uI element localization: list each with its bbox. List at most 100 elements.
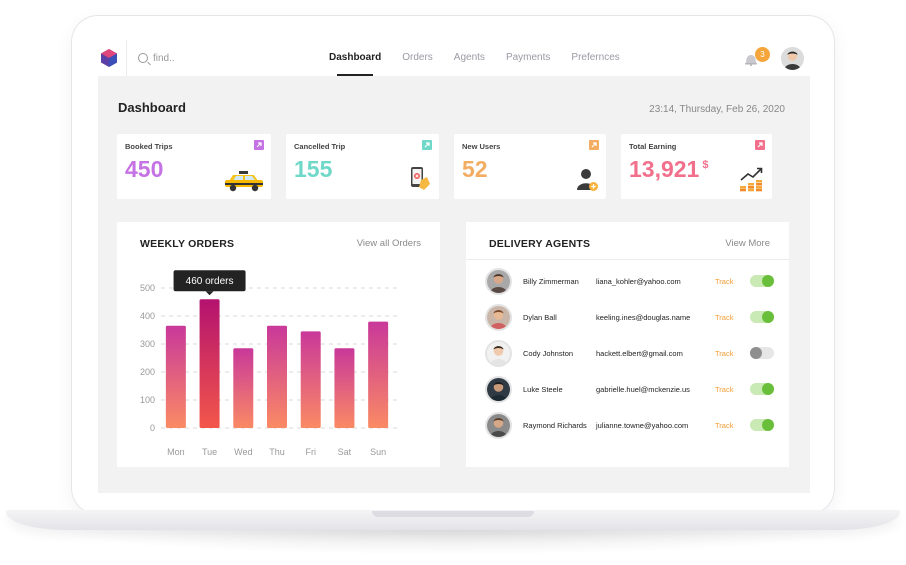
agent-row: Dylan Ball keeling.ines@douglas.name Tra…: [466, 300, 789, 336]
agent-row: Cody Johnston hackett.elbert@gmail.com T…: [466, 336, 789, 372]
x-tick-label: Sun: [370, 447, 386, 457]
tab-preferences[interactable]: Prefernces: [571, 52, 620, 63]
agent-status-toggle[interactable]: [750, 383, 774, 395]
bell-icon[interactable]: [744, 53, 758, 66]
tab-orders[interactable]: Orders: [402, 52, 433, 63]
agent-email: gabrielle.huel@mckenzie.us: [596, 385, 690, 394]
tab-agents[interactable]: Agents: [453, 52, 485, 63]
toggle-knob: [750, 347, 762, 359]
view-more-link[interactable]: View More: [725, 238, 770, 249]
expand-arrow-icon[interactable]: [254, 140, 264, 150]
stat-label: Total Earning: [629, 142, 677, 151]
stat-label: Booked Trips: [125, 142, 173, 151]
toggle-knob: [762, 275, 774, 287]
stat-value: 52: [462, 156, 488, 182]
agent-name: Raymond Richards: [523, 421, 587, 430]
agent-status-toggle[interactable]: [750, 275, 774, 287]
agent-email: hackett.elbert@gmail.com: [596, 349, 683, 358]
tab-payments[interactable]: Payments: [505, 52, 551, 63]
search-box: [138, 51, 233, 65]
agent-name: Cody Johnston: [523, 349, 574, 358]
nav-divider: [126, 40, 127, 76]
agent-email: liana_kohler@yahoo.com: [596, 277, 681, 286]
taxi-icon: [225, 171, 263, 192]
agent-email: julianne.towne@yahoo.com: [596, 421, 689, 430]
bar-fri[interactable]: [300, 331, 321, 428]
page-title: Dashboard: [118, 100, 186, 115]
weekly-orders-chart: 0 100 200 300 400 500 Mon Tue Wed Thu Fri Sat Sun 46…: [140, 270, 397, 457]
agent-avatar: [485, 376, 512, 403]
y-tick-label: 200: [140, 367, 155, 377]
expand-arrow-icon[interactable]: [755, 140, 765, 150]
tooltip-arrow: [205, 291, 214, 296]
stat-card-cancelled-trip[interactable]: Cancelled Trip 155: [286, 134, 439, 199]
user-avatar[interactable]: [781, 47, 804, 70]
track-link[interactable]: Track: [715, 421, 734, 430]
tooltip-text: 460 orders: [186, 276, 234, 287]
tab-dashboard[interactable]: Dashboard: [329, 40, 381, 76]
agent-avatar: [485, 340, 512, 367]
view-all-orders-link[interactable]: View all Orders: [356, 238, 421, 249]
y-tick-label: 400: [140, 311, 155, 321]
stat-label: New Users: [462, 142, 501, 151]
nav-tabs: Dashboard Orders Agents Payments Prefern…: [329, 40, 641, 76]
bar-wed[interactable]: [233, 348, 254, 428]
agent-email: keeling.ines@douglas.name: [596, 313, 691, 322]
agent-name: Billy Zimmerman: [523, 277, 579, 286]
expand-arrow-icon[interactable]: [589, 140, 599, 150]
expand-arrow-icon[interactable]: [422, 140, 432, 150]
divider: [466, 259, 789, 260]
stat-value: 450: [125, 156, 164, 182]
weekly-orders-title: WEEKLY ORDERS: [140, 238, 235, 250]
laptop-notch: [372, 511, 534, 517]
current-datetime: 23:14, Thursday, Feb 26, 2020: [649, 104, 785, 115]
bar-thu[interactable]: [267, 325, 287, 428]
cancelled-phone-icon: [411, 167, 430, 190]
y-tick-label: 300: [140, 339, 155, 349]
bar-sun[interactable]: [368, 321, 389, 428]
track-link[interactable]: Track: [715, 277, 734, 286]
toggle-knob: [762, 419, 774, 431]
agent-avatar: [485, 412, 512, 439]
x-tick-label: Sat: [338, 447, 352, 457]
stat-value: 13,921 $: [629, 156, 708, 183]
bar-sat[interactable]: [334, 348, 355, 428]
currency-symbol: $: [702, 159, 709, 172]
agent-name: Luke Steele: [523, 385, 563, 394]
x-tick-label: Fri: [305, 447, 316, 457]
agent-row: Luke Steele gabrielle.huel@mckenzie.us T…: [466, 372, 789, 408]
earning-amount: 13,921: [629, 156, 700, 182]
delivery-agents-title: DELIVERY AGENTS: [489, 238, 591, 250]
y-tick-label: 0: [150, 423, 155, 433]
stat-value: 155: [294, 156, 333, 182]
search-input[interactable]: [153, 52, 233, 64]
logo-icon[interactable]: [101, 49, 117, 67]
notification-badge: 3: [755, 47, 770, 62]
x-tick-label: Tue: [202, 447, 217, 457]
toggle-knob: [762, 383, 774, 395]
weekly-orders-panel: 0 100 200 300 400 500 Mon Tue Wed Thu Fri Sat Sun 46…: [117, 222, 440, 467]
search-icon: [138, 53, 148, 63]
agent-name: Dylan Ball: [523, 313, 557, 322]
delivery-agents-panel: DELIVERY AGENTS View More Billy Zimmerma…: [466, 222, 789, 467]
track-link[interactable]: Track: [715, 385, 734, 394]
stat-card-new-users[interactable]: New Users 52: [454, 134, 606, 199]
bar-tue[interactable]: [199, 299, 220, 428]
stat-label: Cancelled Trip: [294, 142, 346, 151]
dashboard-screen: Dashboard Orders Agents Payments Prefern…: [98, 40, 810, 493]
x-tick-label: Wed: [234, 447, 252, 457]
agent-avatar: [485, 268, 512, 295]
new-user-icon: [577, 169, 598, 191]
toggle-knob: [762, 311, 774, 323]
agent-status-toggle[interactable]: [750, 419, 774, 431]
bar-mon[interactable]: [165, 325, 186, 428]
agent-status-toggle[interactable]: [750, 347, 774, 359]
laptop-base: [6, 510, 900, 530]
x-tick-label: Thu: [269, 447, 285, 457]
stat-card-total-earning[interactable]: Total Earning 13,921 $: [621, 134, 772, 199]
stat-card-booked-trips[interactable]: Booked Trips 450: [117, 134, 271, 199]
agent-status-toggle[interactable]: [750, 311, 774, 323]
track-link[interactable]: Track: [715, 349, 734, 358]
track-link[interactable]: Track: [715, 313, 734, 322]
agent-avatar: [485, 304, 512, 331]
